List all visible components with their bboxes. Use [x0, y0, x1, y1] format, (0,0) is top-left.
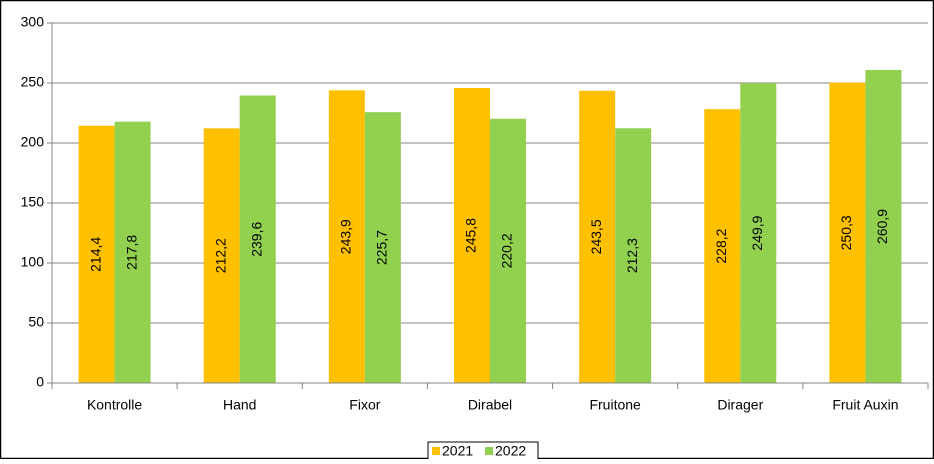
x-tick-label: Hand — [223, 397, 256, 413]
value-label: 239,6 — [248, 222, 264, 257]
legend-label: 2021 — [442, 443, 473, 459]
bar — [615, 128, 652, 383]
y-tick-label: 50 — [28, 314, 44, 330]
bar — [78, 125, 115, 383]
value-label: 214,4 — [87, 237, 103, 272]
value-label: 217,8 — [123, 235, 139, 270]
x-tick-label: Dirabel — [468, 397, 512, 413]
bar — [865, 69, 902, 384]
value-label: 220,2 — [499, 233, 515, 268]
x-tick-label: Fixor — [349, 397, 380, 413]
value-label: 212,2 — [212, 238, 228, 273]
value-label: 250,3 — [838, 215, 854, 250]
value-label: 243,9 — [338, 219, 354, 254]
x-tick-label: Fruit Auxin — [832, 397, 898, 413]
value-label: 212,3 — [624, 238, 640, 273]
value-label: 243,5 — [588, 219, 604, 254]
bar — [364, 112, 401, 383]
legend-swatch — [432, 447, 440, 455]
legend-swatch — [485, 447, 493, 455]
value-label: 228,2 — [713, 228, 729, 263]
value-label: 260,9 — [874, 209, 890, 244]
value-label: 249,9 — [749, 215, 765, 250]
y-tick-label: 150 — [21, 194, 45, 210]
bar — [203, 128, 240, 383]
y-tick-label: 250 — [21, 74, 45, 90]
bar — [114, 121, 151, 383]
bar — [579, 90, 616, 384]
bar — [740, 83, 777, 384]
bar — [454, 88, 490, 383]
y-tick-label: 200 — [21, 134, 45, 150]
value-label: 225,7 — [374, 230, 390, 265]
bar — [328, 90, 365, 383]
y-tick-label: 300 — [21, 14, 45, 30]
legend-label: 2022 — [495, 443, 526, 459]
value-label: 245,8 — [463, 218, 479, 253]
x-tick-label: Fruitone — [589, 397, 641, 413]
bar — [239, 95, 276, 383]
y-tick-label: 0 — [36, 374, 44, 390]
y-tick-label: 100 — [21, 254, 45, 270]
bar — [704, 109, 741, 383]
x-tick-label: Dirager — [717, 397, 763, 413]
bar — [490, 118, 526, 383]
bar — [829, 82, 866, 383]
x-tick-label: Kontrolle — [87, 397, 142, 413]
